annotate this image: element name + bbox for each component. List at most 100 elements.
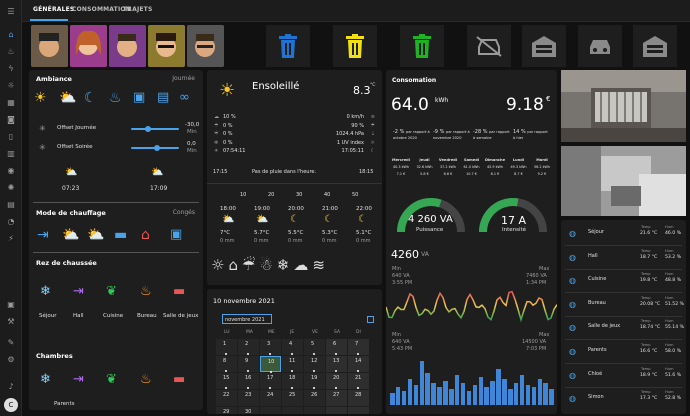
calendar-day[interactable]: 23 [238,390,259,406]
camera-icon[interactable]: ◙ [7,114,15,124]
calendar-day[interactable]: 20 [326,373,347,389]
garage-tile-2[interactable] [633,25,677,67]
person-avatar-4[interactable] [148,25,185,67]
suitcase-heat-icon[interactable]: ▣ [170,227,183,242]
person-avatar-1[interactable] [31,25,68,67]
user-avatar[interactable]: C [4,398,18,412]
calendar-day[interactable]: 25 [282,390,303,406]
calendar-day[interactable] [304,407,325,414]
account-icon[interactable]: ▣ [7,299,15,309]
calendar-day[interactable]: 1 [216,339,237,355]
person-avatar-2[interactable] [70,25,107,67]
calendar-day[interactable]: 28 [348,390,369,406]
suitcase-mode-icon[interactable]: ▣ [133,90,146,105]
gauge-icon[interactable]: ◔ [7,216,15,226]
house-heat-icon[interactable]: ⌂ [141,227,150,243]
calendar-day[interactable]: 30 [238,407,259,414]
car-icon[interactable]: ◉ [7,165,15,175]
person-avatar-5[interactable] [187,25,224,67]
calendar-day[interactable]: 21 [348,373,369,389]
sofa-icon[interactable]: ▬ [173,284,186,299]
calendar-day[interactable]: 24 [260,390,281,406]
exit-mode-icon[interactable]: ⇥ [37,227,49,243]
garage-tile-1[interactable] [522,25,566,67]
tools-icon[interactable]: ✎ [7,337,15,347]
flame-icon[interactable]: ♨ [7,46,15,56]
person-avatar-3[interactable] [109,25,146,67]
calendar-day[interactable]: 26 [304,390,325,406]
offset-day-slider[interactable] [131,128,179,130]
offset-day-knob[interactable] [144,126,151,132]
calendar-day[interactable]: 22 [216,390,237,406]
calendar-day[interactable]: 7 [348,339,369,355]
lightning-icon[interactable]: ⚡ [8,233,14,243]
bin-blue-tile[interactable] [266,25,310,67]
work-mode-icon[interactable]: ▤ [157,90,170,105]
bell-icon[interactable]: ♪ [8,381,14,391]
bin-yellow-tile[interactable] [333,25,377,67]
calendar-day[interactable] [260,407,281,414]
menu-icon[interactable]: ☰ [7,6,15,16]
snowflake-icon[interactable]: ❄ [40,372,51,387]
calendar-day[interactable]: 3 [260,339,281,355]
leaf-icon[interactable]: ❦ [106,372,117,387]
bin-green-tile[interactable] [400,25,444,67]
flame-icon[interactable]: ♨ [140,372,152,387]
sunrise-mode-icon[interactable]: ⛅ [59,90,77,106]
tab-trajets[interactable]: TRAJETS [123,6,153,13]
calendar-day[interactable]: 27 [326,390,347,406]
calendar-day[interactable]: 5 [304,339,325,355]
camera-feed-1[interactable] [561,70,686,142]
calendar-day[interactable]: 9 [238,356,259,372]
calendar-icon[interactable]: ▦ [7,97,15,107]
exit-icon[interactable]: ⇥ [73,372,84,387]
hammer-icon[interactable]: ⚒ [7,316,15,326]
calendar-day[interactable] [348,407,369,414]
night-mode-icon[interactable]: ☾ [84,90,97,106]
calendar-day[interactable]: 4 [282,339,303,355]
snowflake-icon[interactable]: ❄ [40,284,51,299]
chart-icon[interactable]: ▥ [7,148,15,158]
grill-mode-icon[interactable]: ♨ [109,90,122,106]
sofa-icon[interactable]: ▬ [173,372,186,387]
calendar-toggle[interactable] [367,316,374,323]
month-selector[interactable]: novembre 2021 [222,314,272,324]
agenda-icon[interactable]: ▤ [7,199,15,209]
offset-evening-knob[interactable] [154,145,161,151]
calendar-day[interactable]: 12 [304,356,325,372]
weather-condition-icons[interactable]: ☼⌂☔☃❄☁≋ [211,256,329,274]
sun-icon[interactable]: ✺ [7,182,15,192]
calendar-day[interactable]: 14 [348,356,369,372]
calendar-day[interactable]: 15 [216,373,237,389]
calendar-day[interactable]: 6 [326,339,347,355]
camera-feed-2[interactable] [561,146,686,216]
tab-generales[interactable]: GÉNÉRALES [33,6,75,13]
calendar-day[interactable]: 18 [282,373,303,389]
glasses-mode-icon[interactable]: ∞ [179,90,190,105]
sun-mode-icon[interactable]: ☀ [34,90,47,106]
calendar-day[interactable]: 8 [216,356,237,372]
sunset-heat-icon[interactable]: ⛅ [87,227,105,243]
leaf-icon[interactable]: ❦ [106,284,117,299]
car-off-tile[interactable] [467,25,511,67]
settings-icon[interactable]: ⚙ [7,354,15,364]
home-icon[interactable]: ⌂ [8,29,14,39]
sunrise-heat-icon[interactable]: ⛅ [62,227,80,243]
calendar-day[interactable]: 16 [238,373,259,389]
sofa-mode-icon[interactable]: ▬ [114,227,128,243]
exit-icon[interactable]: ⇥ [73,284,84,299]
calendar-day[interactable]: 13 [326,356,347,372]
car-tile[interactable] [578,25,622,67]
calendar-day[interactable]: 17 [260,373,281,389]
flame-icon[interactable]: ♨ [140,284,152,299]
calendar-day[interactable]: 11 [282,356,303,372]
calendar-day[interactable]: 2 [238,339,259,355]
tab-consommation[interactable]: CONSOMMATION [72,6,131,13]
calendar-day[interactable] [326,407,347,414]
bolt-icon[interactable]: ϟ [8,63,14,73]
bulb-icon[interactable]: ☼ [7,80,15,90]
calendar-day[interactable]: 19 [304,373,325,389]
calendar-day[interactable] [282,407,303,414]
calendar-day[interactable]: 10 [260,356,281,373]
phone-icon[interactable]: ▯ [8,131,14,141]
